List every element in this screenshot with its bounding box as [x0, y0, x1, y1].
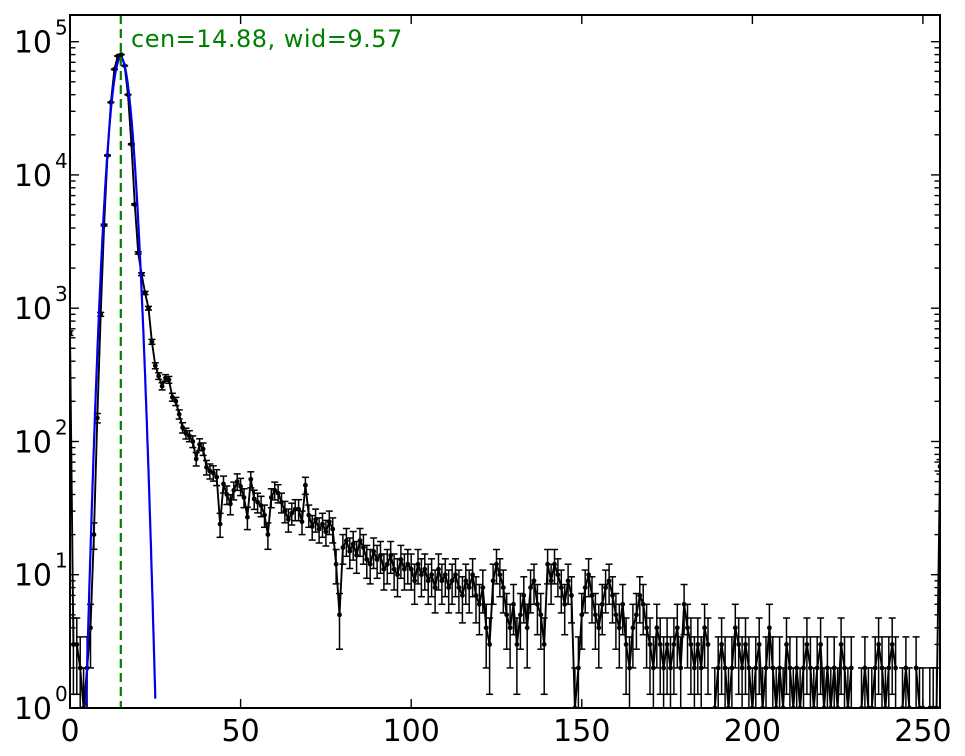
y-tick-exponent: 2	[55, 416, 68, 440]
y-tick-label: 10	[14, 426, 52, 461]
x-tick-label: 150	[553, 714, 610, 749]
y-tick-label: 10	[14, 159, 52, 194]
y-tick-label: 10	[14, 26, 52, 61]
y-tick-exponent: 5	[55, 16, 68, 40]
y-tick-label: 10	[14, 292, 52, 327]
x-tick-label: 0	[60, 714, 79, 749]
y-tick-label: 10	[14, 692, 52, 727]
x-tick-label: 200	[724, 714, 781, 749]
x-tick-label: 50	[222, 714, 260, 749]
y-tick-exponent: 3	[55, 282, 68, 306]
y-tick-exponent: 1	[55, 549, 68, 573]
fit-annotation: cen=14.88, wid=9.57	[131, 25, 403, 53]
axes-frame	[69, 14, 941, 709]
y-tick-exponent: 4	[55, 149, 68, 173]
data-series	[70, 52, 940, 708]
x-tick-label: 100	[383, 714, 440, 749]
axis-ticks	[69, 16, 939, 709]
y-tick-exponent: 0	[55, 682, 68, 706]
x-tick-label: 250	[894, 714, 951, 749]
y-tick-label: 10	[14, 559, 52, 594]
